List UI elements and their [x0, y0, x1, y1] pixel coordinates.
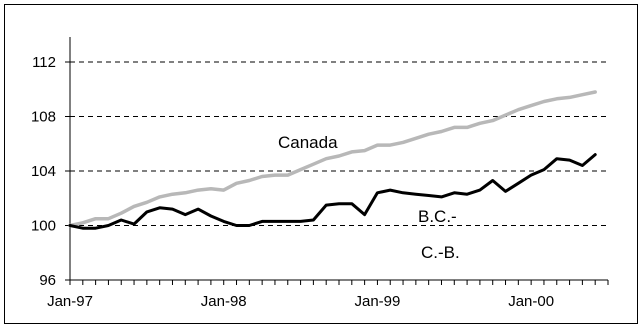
labels: Canada B.C.- C.-B.	[278, 133, 460, 262]
chart-frame	[4, 4, 638, 324]
x-tick-label-jan-00: Jan-00	[508, 293, 554, 310]
series-label-bc-line1: B.C.-	[418, 207, 457, 226]
x-tick-label-jan-99: Jan-99	[354, 293, 400, 310]
x-tick-label-jan-98: Jan-98	[201, 293, 247, 310]
y-tick-label-104: 104	[31, 163, 56, 180]
series-lines	[68, 90, 597, 230]
x-tick-label-jan-97: Jan-97	[47, 293, 93, 310]
series-line-canada	[68, 90, 597, 228]
y-tick-label-108: 108	[31, 109, 56, 126]
y-tick-label-96: 96	[39, 272, 56, 289]
y-tick-label-100: 100	[31, 218, 56, 235]
y-tick-label-112: 112	[32, 54, 56, 71]
axes: 96 100 104 108 112 Jan-97 Jan-98 Jan-99 Jan-00	[31, 37, 609, 310]
series-label-canada: Canada	[278, 133, 338, 152]
series-label-bc-line2: C.-B.	[421, 243, 460, 262]
series-line-bc	[68, 153, 597, 230]
